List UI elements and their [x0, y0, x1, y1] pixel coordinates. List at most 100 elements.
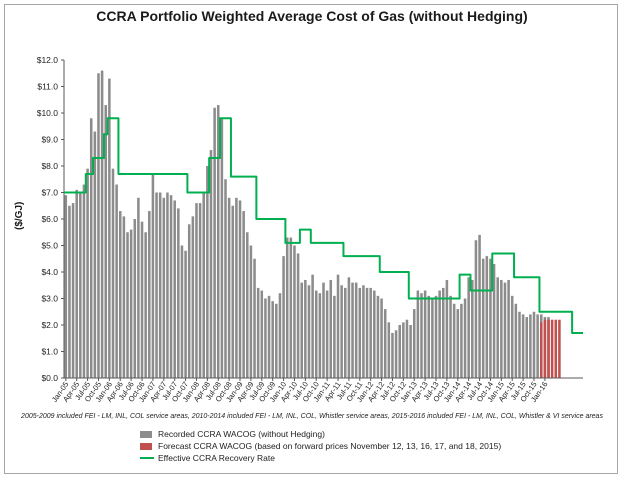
- bar-recorded: [235, 197, 238, 378]
- bar-recorded: [238, 200, 242, 378]
- bar-recorded: [496, 277, 499, 378]
- bar-forecast: [547, 319, 550, 378]
- bar-recorded: [362, 285, 365, 378]
- y-tick-label: $12.0: [37, 55, 59, 65]
- bar-recorded: [86, 168, 89, 378]
- bar-recorded: [449, 295, 452, 378]
- bar-recorded: [68, 205, 71, 378]
- bar-recorded: [311, 274, 314, 378]
- bar-recorded: [481, 258, 485, 378]
- bar-recorded: [478, 234, 481, 378]
- bar-recorded: [510, 295, 514, 378]
- bar-recorded: [325, 290, 329, 378]
- bar-recorded: [427, 295, 431, 378]
- bar-recorded: [148, 211, 151, 378]
- y-tick-label: $8.0: [41, 161, 58, 171]
- y-tick-label: $5.0: [41, 241, 58, 251]
- bar-recorded: [304, 279, 307, 378]
- bar-recorded: [329, 279, 333, 378]
- bar-recorded: [220, 118, 224, 379]
- bar-recorded: [536, 314, 539, 378]
- legend-item-recorded: Recorded CCRA WACOG (without Hedging): [140, 428, 501, 440]
- bar-recorded: [492, 264, 496, 378]
- bar-recorded: [64, 195, 68, 378]
- bar-recorded: [282, 256, 285, 378]
- bar-recorded: [144, 232, 147, 378]
- bar-recorded: [264, 298, 267, 378]
- bar-recorded: [420, 293, 423, 378]
- chart-frame: [4, 4, 618, 474]
- bar-recorded: [71, 203, 75, 378]
- bar-recorded: [438, 290, 441, 378]
- bar-recorded: [391, 332, 394, 378]
- y-tick-label: $10.0: [37, 108, 59, 118]
- bar-recorded: [398, 325, 401, 378]
- bar-recorded: [373, 290, 376, 378]
- bar-recorded: [452, 303, 456, 378]
- legend-label-forecast: Forecast CCRA WACOG (based on forward pr…: [158, 441, 502, 451]
- bar-recorded: [347, 277, 351, 378]
- bar-recorded: [209, 150, 213, 378]
- bar-recorded: [82, 184, 86, 378]
- bar-recorded: [253, 258, 256, 378]
- bar-forecast: [543, 319, 547, 378]
- bar-recorded: [365, 287, 369, 378]
- y-tick-label: $7.0: [41, 188, 58, 198]
- legend-item-forecast: Forecast CCRA WACOG (based on forward pr…: [140, 440, 501, 452]
- y-tick-label: $6.0: [41, 214, 58, 224]
- bar-recorded: [471, 279, 474, 378]
- bar-recorded: [151, 173, 155, 378]
- bar-recorded: [191, 216, 195, 378]
- bar-recorded: [231, 205, 235, 378]
- legend-label-recorded: Recorded CCRA WACOG (without Hedging): [158, 429, 325, 439]
- bar-recorded: [532, 311, 536, 378]
- bar-recorded: [318, 293, 322, 378]
- bar-recorded: [500, 279, 503, 378]
- bar-recorded: [416, 290, 420, 378]
- bar-recorded: [336, 274, 340, 378]
- bar-recorded: [173, 200, 176, 378]
- bar-recorded: [405, 319, 409, 378]
- bar-recorded: [369, 287, 372, 378]
- y-axis: $0.0 $1.0 $2.0 $3.0 $4.0 $5.0 $6.0 $7.0 $8.0 $9.0…: [37, 55, 65, 383]
- bar-recorded: [529, 314, 532, 378]
- legend-label-recovery: Effective CCRA Recovery Rate: [158, 453, 275, 463]
- y-tick-label: $1.0: [41, 347, 58, 357]
- bar-recorded: [140, 221, 144, 378]
- bar-recorded: [489, 258, 492, 378]
- bar-recorded: [206, 166, 209, 378]
- bar-recorded: [227, 197, 231, 378]
- bar-recorded: [184, 250, 187, 378]
- bar-recorded: [224, 179, 227, 378]
- bar-recorded: [521, 314, 525, 378]
- bar-recorded: [296, 253, 300, 378]
- bar-recorded: [474, 240, 478, 378]
- bar-recorded: [351, 282, 354, 378]
- bar-recorded: [409, 325, 412, 378]
- chart-footnote: 2005-2009 included FEI - LM, INL, COL se…: [21, 413, 603, 420]
- bar-recorded: [380, 298, 383, 378]
- bar-recorded: [202, 192, 206, 378]
- y-tick-label: $9.0: [41, 135, 58, 145]
- bar-recorded: [293, 245, 296, 378]
- bar-recorded: [394, 330, 398, 378]
- bar-recorded: [89, 118, 93, 379]
- bar-recorded: [358, 287, 362, 378]
- bar-recorded: [445, 279, 449, 378]
- bar-forecast: [558, 319, 561, 378]
- bar-recorded: [525, 317, 529, 378]
- bar-recorded: [441, 287, 445, 378]
- bar-recorded: [216, 105, 220, 379]
- bar-recorded: [260, 290, 264, 378]
- bar-recorded: [514, 303, 518, 378]
- bar-recorded: [169, 195, 173, 378]
- bar-recorded: [402, 322, 405, 378]
- bar-recorded: [275, 303, 278, 378]
- bar-recorded: [100, 70, 104, 378]
- bar-recorded: [115, 184, 118, 378]
- line-series: [64, 117, 583, 334]
- y-tick-label: $11.0: [37, 82, 58, 92]
- y-tick-label: $4.0: [41, 267, 58, 277]
- bar-recorded: [129, 229, 133, 378]
